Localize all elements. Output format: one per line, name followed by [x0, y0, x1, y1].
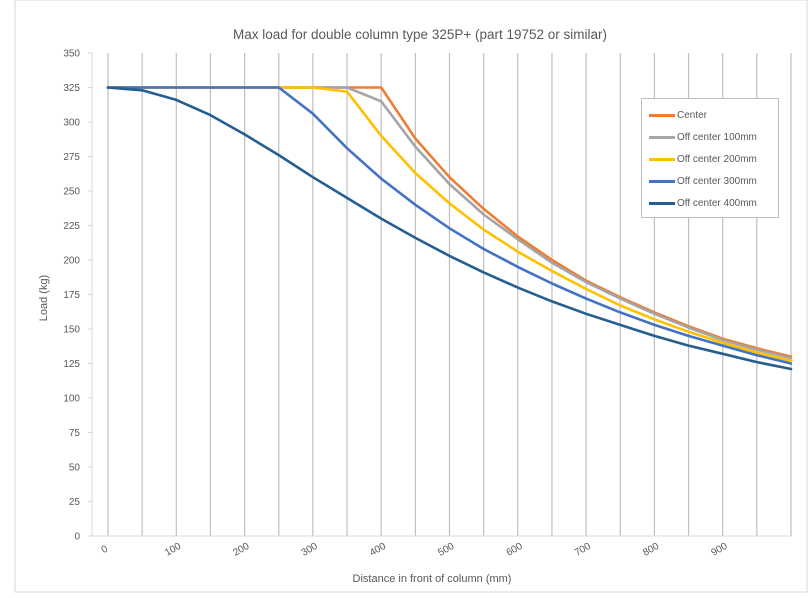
y-tick-label: 75: [69, 428, 81, 439]
legend-label: Off center 100mm: [677, 131, 757, 143]
series-lines: [106, 86, 793, 371]
legend-swatch: [649, 201, 675, 205]
x-tick-label: 900: [709, 541, 729, 559]
x-tick-label: 400: [368, 541, 388, 559]
x-tick-label: 300: [300, 541, 320, 559]
chart-title: Max load for double column type 325P+ (p…: [233, 27, 607, 42]
y-tick-label: 125: [63, 359, 80, 370]
x-tick-label: 100: [163, 541, 183, 559]
chart-border: [14, 0, 808, 593]
y-tick-label: 150: [63, 325, 80, 336]
x-tick-label: 800: [641, 541, 661, 559]
legend-label: Off center 400mm: [677, 197, 757, 209]
y-tick-label: 300: [63, 118, 80, 129]
y-tick-label: 200: [63, 256, 80, 267]
x-tick-label: 600: [505, 541, 525, 559]
y-tick-label: 100: [63, 394, 80, 405]
axes: 0 25 50 75 100 125 150 175 200 225 250 275 300 325 350…: [63, 49, 791, 559]
y-tick-label: 325: [63, 83, 80, 94]
legend: Center Off center 100mm Off center 200mm Of…: [641, 98, 779, 218]
x-tick-label: 0: [100, 543, 111, 556]
y-tick-label: 50: [69, 463, 81, 474]
legend-item-4: Off center 300mm: [642, 170, 778, 192]
y-tick-label: 275: [63, 152, 80, 163]
x-tick-label: 500: [436, 541, 456, 559]
legend-swatch: [649, 157, 675, 161]
series-line-4: [106, 86, 793, 365]
legend-swatch: [649, 135, 675, 139]
legend-label: Off center 200mm: [677, 153, 757, 165]
y-tick-label: 250: [63, 187, 80, 198]
y-tick-label: 25: [69, 497, 81, 508]
y-tick-label: 350: [63, 49, 80, 60]
legend-item-3: Off center 200mm: [642, 148, 778, 170]
legend-swatch: [649, 113, 675, 117]
x-tick-label: 700: [573, 541, 593, 559]
x-axis-label: Distance in front of column (mm): [353, 573, 512, 585]
y-tick-label: 225: [63, 221, 80, 232]
y-axis-label: Load (kg): [38, 275, 50, 321]
legend-label: Center: [677, 109, 708, 121]
y-tick-label: 175: [63, 290, 80, 301]
series-line-5: [106, 86, 793, 371]
legend-label: Off center 300mm: [677, 175, 757, 187]
legend-swatch: [649, 179, 675, 183]
y-tick-label: 0: [74, 532, 80, 543]
legend-item-2: Off center 100mm: [642, 126, 778, 148]
x-tick-label: 200: [231, 541, 251, 559]
legend-item-1: Center: [642, 104, 778, 126]
legend-item-5: Off center 400mm: [642, 192, 778, 214]
